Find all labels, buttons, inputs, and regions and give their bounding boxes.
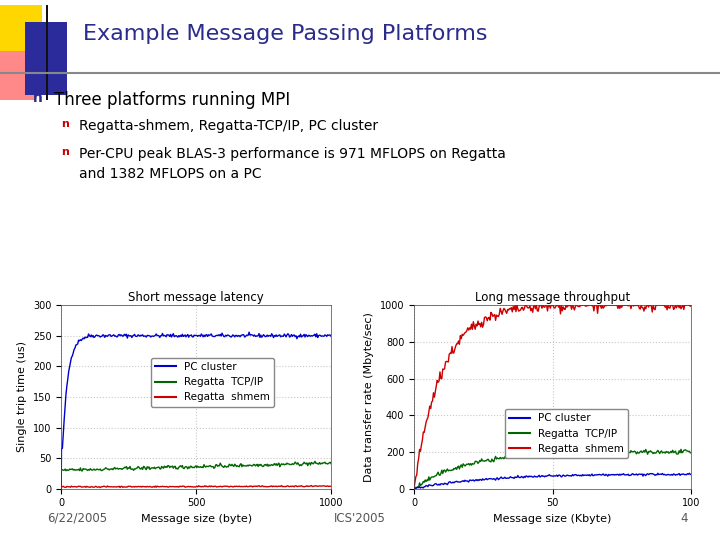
Text: n: n xyxy=(32,91,42,105)
Title: Short message latency: Short message latency xyxy=(128,291,264,304)
Y-axis label: Data transfer rate (Mbyte/sec): Data transfer rate (Mbyte/sec) xyxy=(364,312,374,482)
Text: ICS'2005: ICS'2005 xyxy=(334,512,386,525)
Text: and 1382 MFLOPS on a PC: and 1382 MFLOPS on a PC xyxy=(79,167,262,181)
Legend: PC cluster, Regatta  TCP/IP, Regatta  shmem: PC cluster, Regatta TCP/IP, Regatta shme… xyxy=(150,358,274,407)
Text: Three platforms running MPI: Three platforms running MPI xyxy=(54,91,290,109)
Text: 6/22/2005: 6/22/2005 xyxy=(47,512,107,525)
Text: Per-CPU peak BLAS-3 performance is 971 MFLOPS on Regatta: Per-CPU peak BLAS-3 performance is 971 M… xyxy=(79,147,506,161)
X-axis label: Message size (Kbyte): Message size (Kbyte) xyxy=(493,514,612,524)
Y-axis label: Single trip time (us): Single trip time (us) xyxy=(17,341,27,453)
Text: 4: 4 xyxy=(680,512,688,525)
Text: Example Message Passing Platforms: Example Message Passing Platforms xyxy=(83,24,487,44)
X-axis label: Message size (byte): Message size (byte) xyxy=(140,514,252,524)
Text: n: n xyxy=(61,147,69,157)
Legend: PC cluster, Regatta  TCP/IP, Regatta  shmem: PC cluster, Regatta TCP/IP, Regatta shme… xyxy=(505,409,628,458)
Text: Regatta-shmem, Regatta-TCP/IP, PC cluster: Regatta-shmem, Regatta-TCP/IP, PC cluste… xyxy=(79,119,378,133)
Title: Long message throughput: Long message throughput xyxy=(475,291,630,304)
Text: n: n xyxy=(61,119,69,129)
